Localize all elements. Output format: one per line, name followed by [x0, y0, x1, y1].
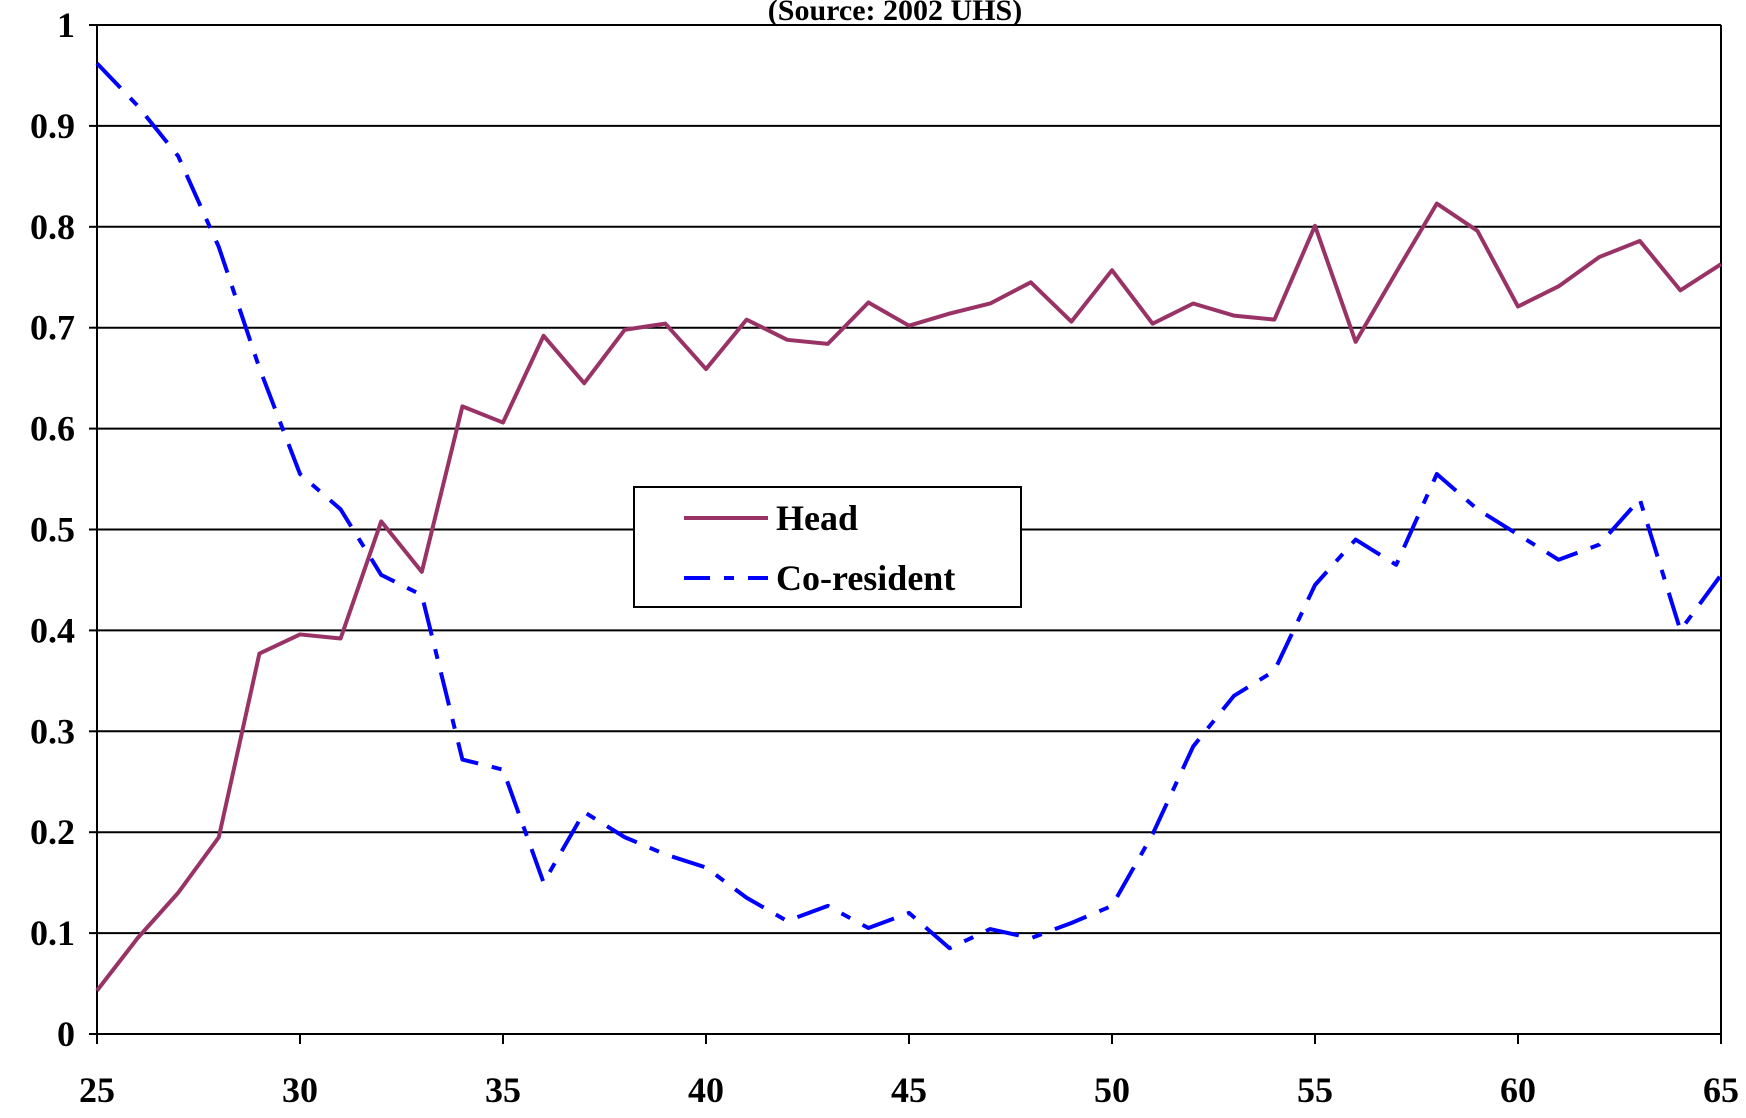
y-tick-label: 0.2	[30, 812, 75, 852]
y-tick-label: 1	[57, 5, 75, 45]
x-tick-label: 30	[282, 1070, 318, 1110]
y-tick-label: 0.4	[30, 610, 75, 650]
y-tick-label: 0	[57, 1014, 75, 1054]
line-series	[95, 61, 1723, 951]
y-tick-label: 0.8	[30, 207, 75, 247]
x-tick-label: 65	[1703, 1070, 1739, 1110]
x-tick-label: 45	[891, 1070, 927, 1110]
y-tick-label: 0.3	[30, 711, 75, 751]
y-tick-label: 0.9	[30, 106, 75, 146]
x-tick-label: 40	[688, 1070, 724, 1110]
legend-label: Head	[776, 498, 858, 538]
y-tick-label: 0.1	[30, 913, 75, 953]
x-tick-label: 50	[1094, 1070, 1130, 1110]
line-series	[95, 201, 1723, 992]
chart-subtitle: (Source: 2002 UHS)	[768, 0, 1022, 27]
y-tick-label: 0.7	[30, 308, 75, 348]
legend-label: Co-resident	[776, 558, 955, 598]
y-tick-label: 0.5	[30, 510, 75, 550]
y-tick-label: 0.6	[30, 409, 75, 449]
x-tick-label: 25	[79, 1070, 115, 1110]
x-tick-label: 60	[1500, 1070, 1536, 1110]
x-tick-label: 55	[1297, 1070, 1333, 1110]
x-tick-label: 35	[485, 1070, 521, 1110]
legend-box	[633, 486, 1022, 608]
legend: Head Co-resident	[633, 486, 1022, 608]
